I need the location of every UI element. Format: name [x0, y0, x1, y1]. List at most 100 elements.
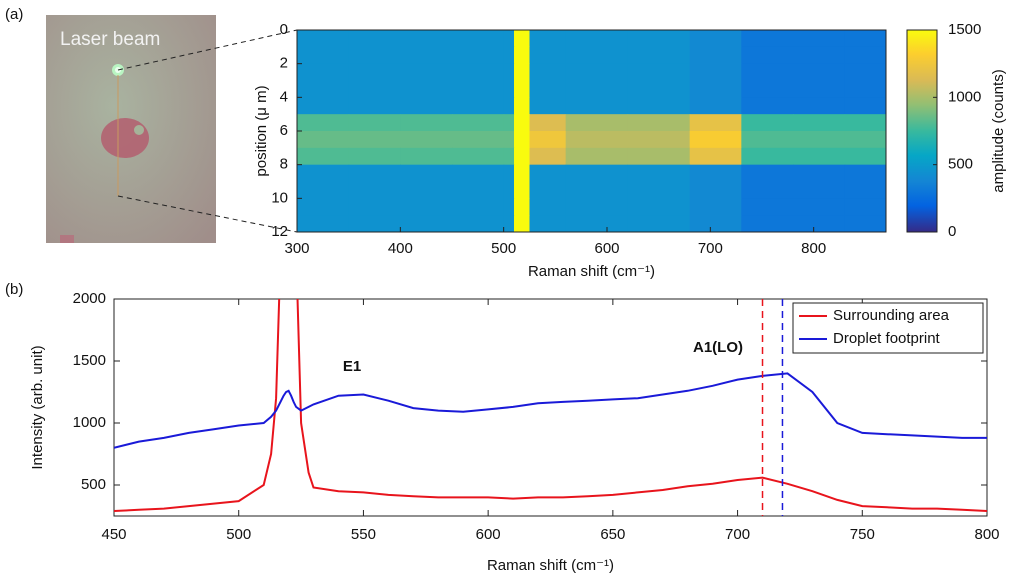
y-axis-label: Intensity (arb. unit) [29, 345, 46, 469]
heatmap-cell [689, 80, 742, 98]
heatmap-cell [793, 181, 846, 199]
heatmap-cell [452, 198, 505, 216]
heatmap-cell [503, 97, 515, 115]
y-tick-label: 500 [81, 476, 106, 493]
plot-frame [113, 298, 988, 517]
heatmap-cell [297, 30, 350, 48]
heatmap-cell [627, 215, 691, 233]
heatmap-cell [529, 80, 567, 98]
heatmap-cell [793, 147, 846, 166]
heatmap-cell [627, 97, 691, 115]
heatmap-cell [627, 164, 691, 182]
heatmap-cell [689, 164, 742, 182]
heatmap-cell [514, 198, 530, 216]
heatmap-cell [503, 30, 515, 48]
legend-label: Droplet footprint [833, 330, 941, 347]
x-tick-label: 750 [850, 526, 875, 543]
heatmap-cell [741, 80, 794, 98]
heatmap-cell [844, 164, 887, 182]
heatmap-cell [400, 80, 453, 98]
colorbar-tick-label: 1000 [948, 88, 981, 105]
heatmap-cell [503, 46, 515, 65]
heatmap-cell [844, 63, 887, 81]
heatmap-cell [793, 63, 846, 81]
heatmap-cell [348, 147, 401, 166]
y-tick-label: 0 [280, 21, 288, 38]
heatmap-cell [529, 97, 567, 115]
heatmap-cell [529, 131, 567, 149]
heatmap-cell [348, 97, 401, 115]
heatmap-cell [627, 147, 691, 166]
heatmap-cell [514, 97, 530, 115]
heatmap-cell [741, 147, 794, 166]
heatmap-cell [452, 131, 505, 149]
heatmap-cell [565, 80, 629, 98]
heatmap-cell [565, 181, 629, 199]
heatmap-cell [503, 63, 515, 81]
heatmap-cell [689, 63, 742, 81]
x-tick-label: 700 [698, 240, 723, 257]
x-tick-label: 500 [226, 526, 251, 543]
heatmap-cell [400, 97, 453, 115]
heatmap-cell [627, 131, 691, 149]
y-tick-label: 10 [271, 189, 288, 206]
heatmap-cell [400, 30, 453, 48]
x-tick-label: 550 [351, 526, 376, 543]
heatmap-cell [844, 198, 887, 216]
heatmap-cell [627, 181, 691, 199]
heatmap-cell [348, 30, 401, 48]
heatmap-cell [503, 164, 515, 182]
heatmap-cell [793, 80, 846, 98]
heatmap-cell [452, 215, 505, 233]
heatmap-cell [348, 80, 401, 98]
heatmap-cell [741, 46, 794, 65]
heatmap-cell [348, 215, 401, 233]
heatmap-cell [529, 198, 567, 216]
heatmap-cell [565, 198, 629, 216]
heatmap-cell [400, 198, 453, 216]
y-tick-label: 2000 [73, 290, 106, 307]
y-tick-label: 2 [280, 55, 288, 72]
colorbar-label: amplitude (counts) [990, 69, 1007, 192]
heatmap-cell [565, 63, 629, 81]
heatmap-cell [297, 46, 350, 65]
x-tick-label: 700 [725, 526, 750, 543]
heatmap-cell [503, 215, 515, 233]
zoom-line [117, 29, 298, 71]
heatmap-cell [793, 198, 846, 216]
y-axis-label: position (μ m) [253, 85, 270, 176]
heatmap-cell [529, 181, 567, 199]
heatmap-cell [529, 46, 567, 65]
heatmap-cell [793, 114, 846, 132]
heatmap-cell [452, 147, 505, 166]
heatmap-cell [741, 164, 794, 182]
heatmap-cell [400, 63, 453, 81]
heatmap-cell [529, 147, 567, 166]
heatmap-cell [741, 198, 794, 216]
heatmap-cell [514, 114, 530, 132]
heatmap-cell [529, 63, 567, 81]
heatmap-cell [503, 181, 515, 199]
heatmap-cell [627, 114, 691, 132]
plot-area [114, 299, 987, 512]
heatmap-cell [689, 147, 742, 166]
heatmap-cell [297, 198, 350, 216]
legend-label: Surrounding area [833, 307, 950, 324]
heatmap-cell [297, 63, 350, 81]
x-tick-label: 450 [101, 526, 126, 543]
heatmap-cell [514, 131, 530, 149]
heatmap-cell [400, 147, 453, 166]
heatmap-cell [400, 215, 453, 233]
annotation: E1 [343, 358, 361, 375]
heatmap-cell [741, 181, 794, 199]
heatmap-cell [514, 181, 530, 199]
heatmap-cell [793, 215, 846, 233]
heatmap-cell [400, 181, 453, 199]
heatmap-cell [844, 80, 887, 98]
zoom-line [117, 195, 298, 233]
heatmap-cell [689, 198, 742, 216]
heatmap-cell [348, 198, 401, 216]
colorbar-tick-label: 0 [948, 223, 956, 240]
panel-label: (b) [5, 281, 23, 298]
